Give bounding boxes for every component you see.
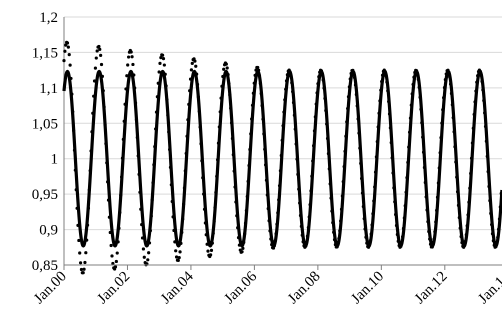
dotted-series-point [209, 248, 214, 252]
y-tick-label: 1,2 [39, 10, 58, 26]
dotted-series-point [225, 66, 229, 70]
dotted-series-point [83, 260, 87, 265]
dotted-series-point [222, 67, 226, 71]
dotted-series-point [81, 271, 85, 275]
dotted-series-point [224, 62, 228, 66]
dotted-series-point [193, 59, 197, 63]
dotted-series-point [130, 55, 134, 59]
dotted-series-point [68, 63, 72, 67]
dotted-series-point [131, 62, 135, 67]
dotted-series-point [99, 53, 103, 57]
dotted-series-point [158, 61, 162, 65]
dotted-series-point [98, 47, 102, 51]
y-tick-label: 0,85 [32, 258, 58, 274]
dotted-series-point [206, 249, 210, 253]
dotted-series-point [63, 49, 67, 53]
dotted-series-point [190, 61, 194, 65]
dotted-series-point [99, 62, 104, 67]
dotted-series-point [142, 255, 146, 259]
x-tick-label: Jan.12 [412, 269, 451, 308]
dotted-series-point [162, 63, 166, 67]
dotted-series-point [97, 44, 101, 49]
dotted-series-point [174, 249, 178, 253]
dotted-series-point [95, 49, 99, 53]
dotted-series-point [84, 251, 88, 255]
dotted-series-point [174, 255, 179, 259]
dotted-series-point [129, 50, 133, 54]
dotted-series-point [161, 53, 165, 57]
dotted-series-point [115, 251, 119, 255]
dotted-series-point [161, 57, 166, 61]
y-tick-label: 1,1 [39, 81, 58, 97]
dotted-series-point [126, 55, 131, 59]
dotted-series-point [93, 66, 98, 70]
dotted-series-point [77, 238, 81, 243]
dotted-series-point [79, 267, 84, 272]
dotted-series-point [194, 64, 198, 68]
dotted-series-point [65, 41, 70, 45]
dotted-series-point [147, 251, 151, 255]
dotted-series-point [114, 259, 118, 264]
y-tick-label: 0,9 [39, 223, 58, 239]
y-tick-label: 1,05 [32, 116, 58, 132]
dotted-series-point [78, 251, 82, 255]
x-tick-label: Jan.10 [348, 269, 387, 308]
dotted-series-point [62, 59, 66, 63]
x-tick-label: Jan.04 [158, 268, 197, 307]
x-tick-label: Jan.14 [475, 268, 502, 307]
dotted-series-point [209, 253, 213, 257]
y-tick-label: 0,95 [32, 187, 58, 203]
dotted-series-point [256, 65, 260, 70]
dotted-series-point [177, 256, 181, 260]
y-tick-label: 1,15 [32, 45, 58, 61]
dotted-series-point [126, 63, 130, 67]
dotted-series-point [141, 247, 146, 251]
dotted-series-point [110, 254, 114, 258]
x-tick-marks [63, 265, 446, 270]
dotted-series-point [240, 250, 244, 254]
dotted-series-point [67, 53, 71, 57]
dotted-series-point [157, 70, 161, 74]
x-tick-label: Jan.02 [95, 269, 134, 308]
dotted-series-point [109, 243, 113, 248]
y-tick-labels: 1,2 1,15 1,1 1,05 1 0,95 0,9 0,85 [32, 10, 58, 274]
dotted-series-point [78, 261, 83, 265]
dotted-series-point [111, 261, 115, 266]
dotted-series-point [159, 56, 163, 60]
dotted-series-point [66, 45, 70, 49]
dotted-series-point [178, 250, 182, 254]
x-tick-label: Jan.06 [222, 268, 261, 307]
x-tick-label: Jan.08 [285, 269, 324, 308]
dotted-series-point [189, 68, 194, 72]
x-tick-label: Jan.00 [31, 269, 70, 308]
dotted-series-point [94, 56, 98, 60]
dotted-series-point [176, 258, 180, 263]
dotted-series-point [113, 265, 118, 269]
x-tick-labels: Jan.00 Jan.02 Jan.04 Jan.06 Jan.08 Jan.10 Jan.… [31, 268, 502, 307]
dotted-series-point [146, 258, 150, 262]
y-tick-label: 1 [51, 152, 59, 168]
solid-series-line [62, 69, 502, 248]
dotted-series-point [82, 267, 86, 271]
